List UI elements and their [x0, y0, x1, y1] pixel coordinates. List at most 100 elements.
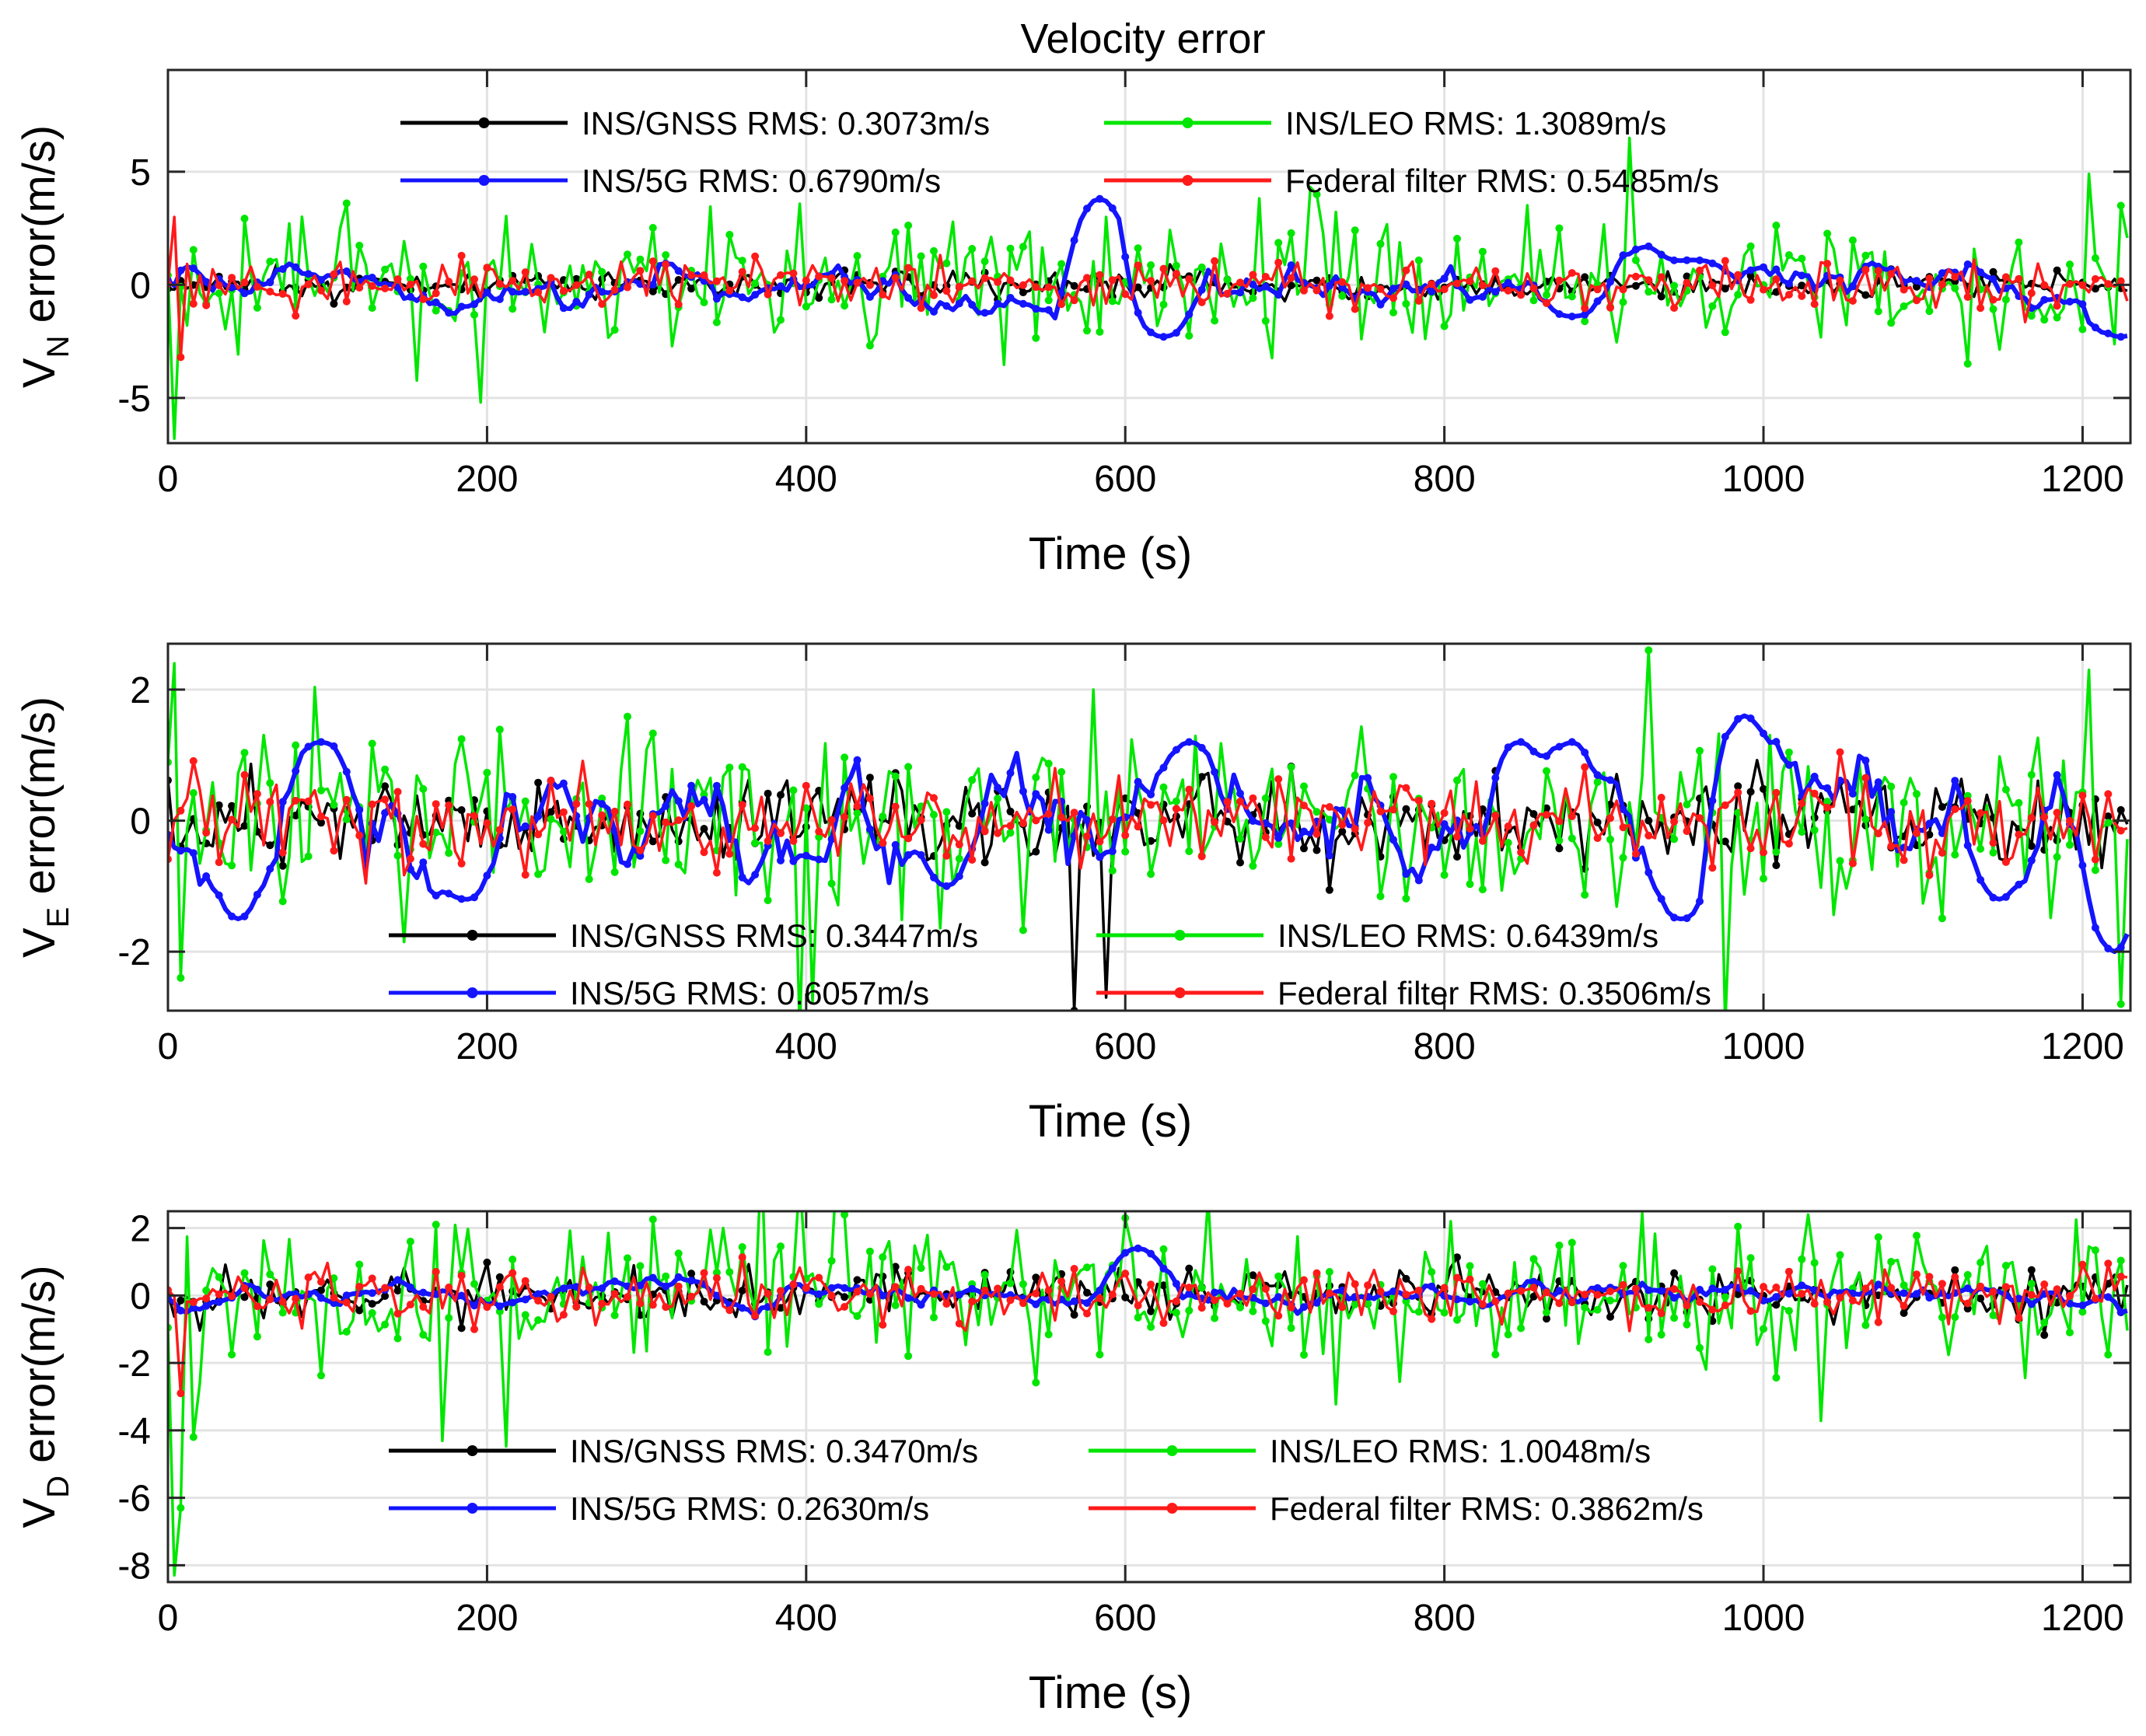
data-point-federal-filter: [1593, 1291, 1602, 1299]
data-point-ins-leo: [1568, 292, 1576, 301]
data-point-federal-filter: [2066, 280, 2074, 288]
data-point-federal-filter: [662, 1303, 670, 1312]
data-point-federal-filter: [1453, 833, 1461, 841]
data-point-ins-5g: [2078, 1301, 2087, 1310]
data-point-ins-5g: [1938, 269, 1946, 278]
data-point-ins-leo: [1096, 327, 1104, 336]
data-point-federal-filter: [598, 300, 606, 309]
data-point-ins-5g: [1772, 738, 1781, 746]
data-point-federal-filter: [1568, 1298, 1576, 1307]
data-point-federal-filter: [1644, 831, 1653, 840]
data-point-ins-5g: [1389, 1287, 1397, 1295]
data-point-ins-5g: [1134, 1244, 1142, 1252]
data-point-ins-leo: [1963, 359, 1972, 368]
data-point-federal-filter: [1172, 805, 1180, 813]
data-point-ins-5g: [1708, 259, 1717, 267]
data-point-ins-5g: [1798, 1281, 1806, 1290]
data-point-ins-5g: [1249, 817, 1257, 825]
data-point-ins-leo: [1848, 236, 1857, 245]
data-point-ins-gnss: [648, 837, 657, 846]
y-tick-label: 2: [130, 1209, 151, 1250]
data-point-federal-filter: [980, 1286, 989, 1294]
data-point-ins-leo: [1784, 251, 1793, 260]
data-point-ins-5g: [687, 781, 696, 790]
data-point-federal-filter: [1032, 816, 1040, 825]
data-point-federal-filter: [266, 288, 274, 296]
data-point-ins-5g: [1147, 328, 1155, 337]
data-point-ins-5g: [559, 779, 568, 788]
data-point-ins-5g: [1389, 836, 1397, 844]
x-tick-label: 200: [456, 459, 518, 500]
data-point-federal-filter: [483, 1303, 491, 1312]
data-point-ins-gnss: [1070, 1311, 1078, 1319]
data-point-federal-filter: [1746, 844, 1755, 853]
data-point-federal-filter: [2053, 302, 2061, 310]
data-point-ins-gnss: [2040, 1331, 2049, 1340]
data-point-federal-filter: [994, 1284, 1002, 1293]
data-point-ins-5g: [1325, 851, 1333, 860]
data-point-ins-leo: [1147, 1322, 1155, 1331]
data-point-ins-leo: [1989, 305, 1997, 313]
plot-area: [168, 1211, 2130, 1582]
y-axis-label-rest: error(m/s): [14, 1265, 65, 1476]
data-point-ins-leo: [1683, 1320, 1691, 1329]
data-point-ins-leo: [777, 316, 785, 324]
data-point-ins-gnss: [1900, 1309, 1908, 1317]
data-point-ins-leo: [662, 1272, 670, 1280]
data-point-federal-filter: [1951, 1273, 1959, 1281]
data-point-federal-filter: [1708, 864, 1717, 872]
x-tick-label: 0: [158, 459, 179, 500]
data-point-federal-filter: [2040, 813, 2049, 821]
data-point-ins-5g: [1696, 897, 1704, 906]
data-point-federal-filter: [1389, 294, 1397, 302]
data-point-federal-filter: [1836, 276, 1844, 285]
data-point-ins-gnss: [1300, 844, 1308, 853]
data-point-ins-gnss: [1083, 1288, 1091, 1297]
x-tick-label: 1200: [2041, 1026, 2124, 1067]
data-point-federal-filter: [610, 1290, 619, 1298]
data-point-federal-filter: [1963, 797, 1972, 805]
data-point-ins-leo: [1581, 317, 1589, 326]
data-point-federal-filter: [662, 818, 670, 826]
data-point-ins-leo: [598, 267, 606, 276]
data-point-federal-filter: [495, 1283, 504, 1291]
x-tick-label: 1000: [1722, 459, 1805, 500]
data-point-ins-leo: [215, 289, 223, 298]
data-point-ins-leo: [1529, 296, 1538, 305]
data-point-ins-leo: [1606, 835, 1614, 844]
data-point-ins-5g: [942, 882, 951, 890]
legend-entry: INS/5G RMS: 0.2630m/s: [389, 1490, 929, 1527]
data-point-ins-5g: [1466, 295, 1474, 304]
data-point-federal-filter: [891, 1283, 900, 1291]
data-point-federal-filter: [648, 812, 657, 820]
data-point-federal-filter: [585, 271, 593, 279]
data-point-federal-filter: [955, 840, 963, 849]
data-point-ins-5g: [368, 274, 376, 281]
data-point-federal-filter: [1134, 261, 1142, 270]
data-point-ins-5g: [2104, 329, 2113, 337]
data-point-ins-5g: [1848, 282, 1857, 290]
data-point-ins-gnss: [547, 808, 555, 816]
data-point-federal-filter: [495, 280, 504, 288]
data-point-ins-leo: [1798, 828, 1806, 837]
data-point-ins-gnss: [687, 285, 696, 293]
data-point-federal-filter: [1121, 1270, 1130, 1278]
data-point-ins-5g: [777, 282, 785, 291]
data-point-ins-leo: [1644, 646, 1653, 655]
data-point-ins-leo: [1414, 1308, 1423, 1316]
data-point-ins-5g: [865, 825, 874, 833]
series-federal-filter: [168, 215, 2129, 362]
series-federal-filter: [168, 748, 2128, 885]
data-point-ins-leo: [1440, 1308, 1449, 1317]
data-point-ins-leo: [1261, 316, 1270, 325]
data-point-ins-5g: [572, 298, 581, 306]
x-tick-label: 400: [775, 1026, 837, 1067]
data-point-federal-filter: [1108, 276, 1117, 285]
data-point-ins-leo: [827, 295, 836, 304]
data-point-federal-filter: [1657, 273, 1665, 281]
data-point-ins-5g: [738, 1304, 746, 1312]
data-point-ins-leo: [1389, 309, 1397, 316]
data-point-ins-5g: [674, 267, 683, 275]
data-point-federal-filter: [1402, 784, 1410, 792]
legend-marker: [1174, 930, 1186, 941]
